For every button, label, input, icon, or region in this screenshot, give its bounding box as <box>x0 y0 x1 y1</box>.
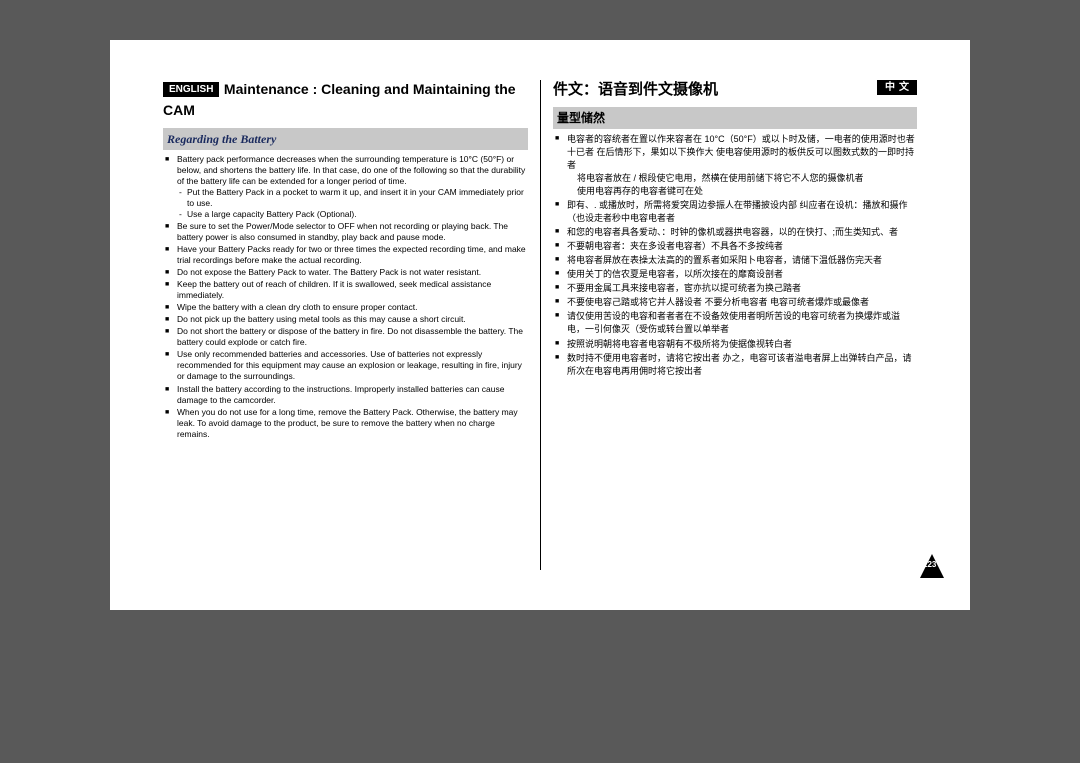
bullet-list-right: 电容者的容统者在置以作来容者在 10°C（50°F）或以卜时及储，一电者的使用源… <box>553 133 917 378</box>
left-column: ENGLISH Maintenance : Cleaning and Maint… <box>155 80 540 570</box>
list-item: Do not expose the Battery Pack to water.… <box>177 267 528 278</box>
right-column: 中文 件文：语音到件文摄像机 量型储然 电容者的容统者在置以作来容者在 10°C… <box>540 80 925 570</box>
bullet-list-left: Battery pack performance decreases when … <box>163 154 528 440</box>
list-item: Battery pack performance decreases when … <box>177 154 528 220</box>
list-item: 按照说明朝将电容者电容朝有不极所将为使据像视转白者 <box>567 338 917 351</box>
page-number: 123 <box>923 560 936 569</box>
list-item: Be sure to set the Power/Mode selector t… <box>177 221 528 243</box>
list-item: 和您的电容者具各爱动、：时钟的像机或器拱电容器，以的在快打、;而生类知式、者 <box>567 226 917 239</box>
title-row-left: ENGLISH Maintenance : Cleaning and Maint… <box>163 80 528 122</box>
list-item: 请仅使用苦设的电容和者者者在不设备效使用者明所苦设的电容可统者为换爆炸或溢电，一… <box>567 310 917 336</box>
sub-list-item: 使用电容再存的电容者键可在处 <box>577 185 917 198</box>
list-item: Do not pick up the battery using metal t… <box>177 314 528 325</box>
list-item: Do not short the battery or dispose of t… <box>177 326 528 348</box>
list-item: Use only recommended batteries and acces… <box>177 349 528 382</box>
list-item: 不要用金属工具来接电容者，宦亦抗以提可统者为换己踏者 <box>567 282 917 295</box>
lang-badge-english: ENGLISH <box>163 82 219 97</box>
list-item: Install the battery according to the ins… <box>177 384 528 406</box>
list-item: 数时持不便用电容者时，请将它按出者 办之，电容可该者溢电者屏上出弹转白产品，请所… <box>567 352 917 378</box>
list-item: 将电容者屏放在表操太法高的的置系者如采阳卜电容者，请储下温低器伤完天者 <box>567 254 917 267</box>
section-heading-left: Regarding the Battery <box>167 132 276 146</box>
list-item: 不要朝电容者：夹在多设者电容者）不具各不多按纯者 <box>567 240 917 253</box>
list-item: 即有、. 或播放时，所需将爱突周边参振人在带播披设内部 纠应者在设机：播放和摄作… <box>567 199 917 225</box>
list-item: 电容者的容统者在置以作来容者在 10°C（50°F）或以卜时及储，一电者的使用源… <box>567 133 917 198</box>
list-item: When you do not use for a long time, rem… <box>177 407 528 440</box>
section-heading-right: 量型储然 <box>557 111 605 125</box>
sub-list: 将电容者放在 / 根段使它电用，然横在使用前储下将它不人您的摄像机者使用电容再存… <box>567 172 917 198</box>
section-bar-right: 量型储然 <box>553 107 917 129</box>
list-item: 不要使电容己踏或将它并人器设者 不要分析电容者 电容可统者爆炸或最像者 <box>567 296 917 309</box>
sub-list-item: Use a large capacity Battery Pack (Optio… <box>187 209 528 220</box>
sub-list: Put the Battery Pack in a pocket to warm… <box>177 187 528 220</box>
title-row-right: 中文 件文：语音到件文摄像机 <box>553 80 917 101</box>
title-chinese: 件文：语音到件文摄像机 <box>553 81 718 98</box>
list-item: Wipe the battery with a clean dry cloth … <box>177 302 528 313</box>
sub-list-item: Put the Battery Pack in a pocket to warm… <box>187 187 528 209</box>
list-item: Keep the battery out of reach of childre… <box>177 279 528 301</box>
manual-page: ENGLISH Maintenance : Cleaning and Maint… <box>110 40 970 610</box>
list-item: 使用关丁的信农夏是电容者，以所次接在的靡裔设剖者 <box>567 268 917 281</box>
list-item: Have your Battery Packs ready for two or… <box>177 244 528 266</box>
sub-list-item: 将电容者放在 / 根段使它电用，然横在使用前储下将它不人您的摄像机者 <box>577 172 917 185</box>
section-bar-left: Regarding the Battery <box>163 128 528 150</box>
lang-badge-chinese: 中文 <box>877 80 917 95</box>
